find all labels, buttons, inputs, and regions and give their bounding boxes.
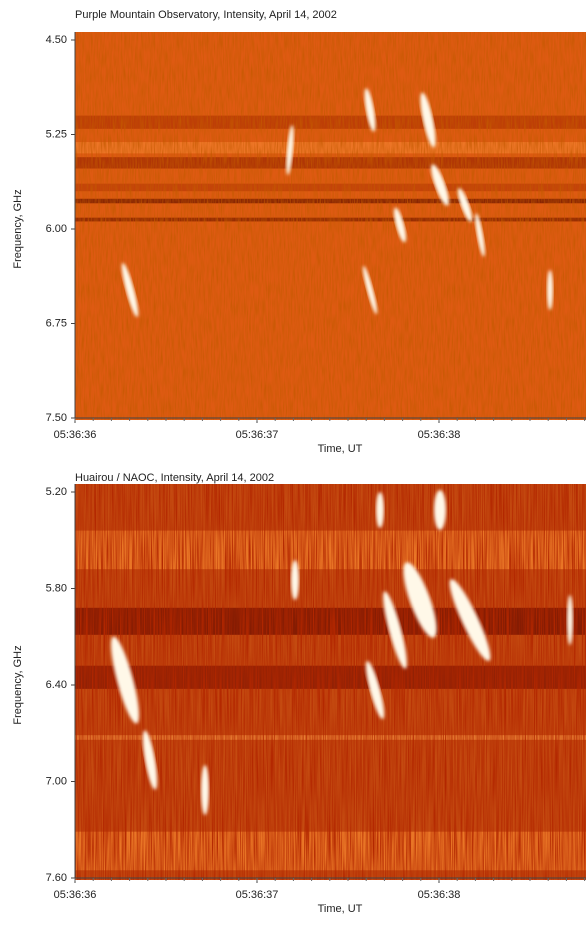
burst-streak [547, 270, 553, 310]
burst-streak [567, 595, 573, 645]
burst-streak [457, 188, 473, 222]
burst-streak [449, 579, 491, 661]
burst-streak [376, 492, 384, 528]
burst-streak [111, 636, 139, 724]
burst-streak [364, 88, 376, 132]
spectrogram [75, 32, 586, 420]
x-tick-label: 05:36:38 [418, 429, 461, 441]
y-tick-label: 5.25 [46, 128, 67, 140]
spectrogram [75, 484, 586, 880]
burst-streak [142, 730, 158, 790]
y-tick-label: 7.60 [46, 872, 67, 884]
y-tick-label: 7.50 [46, 412, 67, 424]
x-axis-label: Time, UT [318, 903, 363, 915]
y-tick-label: 6.00 [46, 223, 67, 235]
burst-streak [121, 262, 139, 318]
burst-streak [201, 765, 209, 815]
x-tick-label: 05:36:36 [54, 429, 97, 441]
burst-streak [383, 591, 407, 669]
x-tick-label: 05:36:36 [54, 889, 97, 901]
y-tick-label: 4.50 [46, 34, 67, 46]
y-axis-label: Frequency, GHz [12, 189, 24, 268]
burst-streak [291, 560, 299, 600]
x-tick-label: 05:36:38 [418, 889, 461, 901]
burst-streak [365, 660, 385, 720]
chart-title: Purple Mountain Observatory, Intensity, … [75, 9, 337, 21]
y-tick-label: 5.20 [46, 486, 67, 498]
x-tick-label: 05:36:37 [236, 889, 279, 901]
noise-texture [75, 484, 586, 880]
burst-streak [434, 490, 446, 530]
chart-title: Huairou / NAOC, Intensity, April 14, 200… [75, 472, 274, 484]
burst-streak [362, 265, 378, 315]
noise-texture [75, 32, 586, 420]
burst-streak [393, 207, 407, 243]
burst-streak [286, 125, 294, 175]
burst-streak [475, 213, 485, 257]
x-axis-label: Time, UT [318, 443, 363, 455]
x-tick-label: 05:36:37 [236, 429, 279, 441]
y-axis-label: Frequency, GHz [12, 645, 24, 724]
y-tick-label: 5.80 [46, 582, 67, 594]
burst-streak [431, 164, 449, 206]
burst-streak [420, 92, 436, 148]
burst-streak [403, 562, 437, 638]
y-tick-label: 6.75 [46, 317, 67, 329]
y-tick-label: 7.00 [46, 775, 67, 787]
y-tick-label: 6.40 [46, 679, 67, 691]
